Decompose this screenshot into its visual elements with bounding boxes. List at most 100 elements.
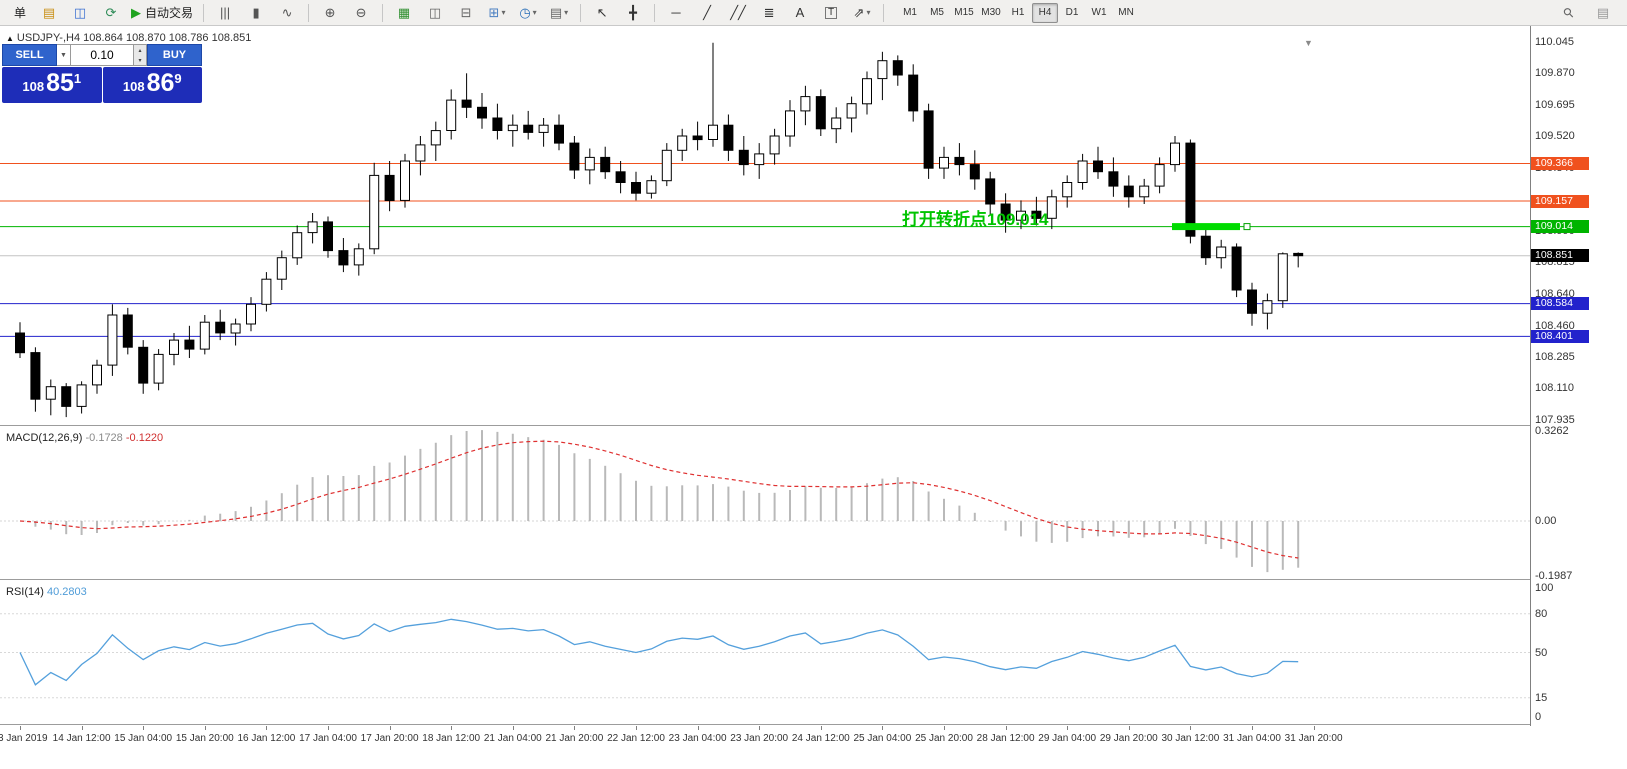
timeframe-m15[interactable]: M15 [954,7,974,18]
timeframe-w1[interactable]: W1 [1091,7,1107,18]
time-tick [882,726,884,730]
time-tick-label: 29 Jan 04:00 [1038,733,1097,744]
chevron-down-icon: ▾ [866,8,871,17]
pane-divider[interactable] [0,579,1627,580]
time-tick-label: 31 Jan 04:00 [1223,733,1281,744]
buy-button[interactable]: BUY [147,44,202,66]
time-tick [328,726,329,730]
time-tick-label: 16 Jan 12:00 [237,733,296,744]
time-tick [143,726,145,730]
collapse-arrow-icon[interactable]: ▲ [6,34,14,43]
refresh-icon[interactable]: ⟳ [105,4,117,20]
pane-divider[interactable] [0,724,1627,725]
volume-dropdown-icon[interactable]: ▼ [57,44,71,66]
crosshair-icon[interactable]: ╋ [629,4,637,20]
arrange-windows-icon[interactable]: ⊟ [460,4,472,20]
new-chart-button[interactable]: ⊞ ▾ [488,4,506,20]
sell-price[interactable]: 108 85 1 [2,67,102,103]
new-order-button[interactable]: 单 [13,6,26,20]
toolbar-buttons: 单 ▤ ◫ ⟳ ▶ 自动交易 ||| ▮ ∿ ⊕ ⊖ ▦ ◫ ⊟ ⊞ ▾ ◷ ▾ ▤ ▾ ↖ ╋ ─ ╱ ╱╱ ≣ A T ⇗ ▾ [3,2,889,24]
time-tick-label: 17 Jan 20:00 [360,733,419,744]
zoom-out-icon[interactable]: ⊖ [355,4,367,20]
price-axis[interactable]: 110.045109.870109.695109.520109.340109.1… [1530,26,1627,726]
price-tick: 110.045 [1535,35,1574,48]
toolbar-separator [654,3,656,22]
rsi-pane[interactable] [0,581,1530,724]
zoom-in-icon[interactable]: ⊕ [324,4,336,20]
chart-title-text: USDJPY-,H4 108.864 108.870 108.786 108.8… [16,32,252,44]
search-icon[interactable]: ⚲ [1559,3,1578,21]
time-tick-label: 31 Jan 20:00 [1284,733,1343,744]
chevron-down-icon: ▾ [501,8,506,17]
time-tick-label: 30 Jan 12:00 [1161,733,1220,744]
timeframe-h4[interactable]: H4 [1032,2,1059,23]
toolbar-right: ⚲ ▤ [1554,2,1624,24]
time-tick [1067,726,1069,730]
arrows-icon[interactable]: ⇗ ▾ [853,4,871,20]
volume-input[interactable]: 0.10 [71,44,134,66]
period-button[interactable]: ◷ ▾ [519,4,537,20]
chart-profile-icon[interactable]: ▤ [42,4,56,20]
hline-price-label: 109.366 [1531,157,1589,170]
toolbar: 单 ▤ ◫ ⟳ ▶ 自动交易 ||| ▮ ∿ ⊕ ⊖ ▦ ◫ ⊟ ⊞ ▾ ◷ ▾ ▤ ▾ ↖ ╋ ─ ╱ ╱╱ ≣ A T ⇗ ▾ M1 M… [0,0,1627,26]
rsi-label: RSI(14) 40.2803 [6,586,87,598]
time-tick [266,726,268,730]
volume-spinner[interactable]: ▴ ▾ [134,44,147,66]
hline-price-label: 109.014 [1531,220,1589,234]
macd-tick: 0.3262 [1535,424,1569,437]
timeframe-m30[interactable]: M30 [981,7,1001,18]
pane-divider[interactable] [0,425,1627,426]
candlestick-chart-icon[interactable]: ▮ [252,4,260,20]
time-tick [204,726,206,730]
autotrading-button[interactable]: ▶ 自动交易 [131,4,194,21]
hline-price-label: 108.584 [1531,297,1589,311]
toolbar-separator [308,3,310,22]
text-label-icon[interactable]: T [816,2,846,24]
time-tick-label: 24 Jan 12:00 [791,733,850,744]
sell-button[interactable]: SELL [2,44,57,66]
timeframe-h1[interactable]: H1 [1011,7,1025,18]
line-chart-icon[interactable]: ∿ [281,4,293,20]
time-tick-label: 21 Jan 20:00 [545,733,604,744]
channel-icon[interactable]: ╱╱ [730,4,746,20]
spinner-up-icon[interactable]: ▴ [138,47,142,54]
trendline-icon[interactable]: ╱ [703,4,711,20]
template-button[interactable]: ▤ ▾ [549,4,569,20]
spinner-down-icon[interactable]: ▾ [138,57,142,64]
market-watch-icon[interactable]: ◫ [73,4,87,20]
time-tick [759,726,761,730]
timeframe-m5[interactable]: M5 [930,7,944,18]
time-tick-label: 14 Jan 12:00 [52,733,111,744]
timeframe-mn[interactable]: MN [1118,7,1134,18]
cascade-windows-icon[interactable]: ◫ [428,4,442,20]
fibonacci-icon[interactable]: ≣ [763,4,775,20]
main-chart-pane[interactable] [0,26,1530,425]
chevron-down-icon: ▾ [564,8,569,17]
time-tick-label: 23 Jan 20:00 [730,733,789,744]
toolbar-separator [203,3,205,22]
macd-tick: -0.1987 [1535,569,1573,582]
rsi-tick: 50 [1535,646,1548,659]
time-tick [81,726,83,730]
price-tick: 108.640 [1535,287,1575,300]
price-tick: 109.695 [1535,98,1575,111]
timeframe-bar: M1 M5 M15 M30 H1 H4 D1 W1 MN [897,2,1139,23]
price-tick: 108.110 [1535,382,1574,395]
time-tick [512,726,514,730]
tile-windows-icon[interactable]: ▦ [397,4,411,20]
time-tick [820,726,822,730]
bar-chart-icon[interactable]: ||| [219,5,231,20]
timeframe-m1[interactable]: M1 [903,7,917,18]
chart-title: ▲ USDJPY-,H4 108.864 108.870 108.786 108.… [6,32,251,44]
time-tick [1005,726,1007,730]
time-tick [697,726,699,730]
buy-price[interactable]: 108 86 9 [102,67,202,103]
price-shift-marker-icon[interactable]: ▼ [1304,38,1313,48]
timeframe-d1[interactable]: D1 [1065,7,1079,18]
text-icon[interactable]: A [795,5,805,20]
macd-pane[interactable] [0,427,1530,579]
object-list-icon[interactable]: ▤ [1596,4,1610,20]
horizontal-line-icon[interactable]: ─ [671,5,681,20]
cursor-icon[interactable]: ↖ [596,4,608,20]
